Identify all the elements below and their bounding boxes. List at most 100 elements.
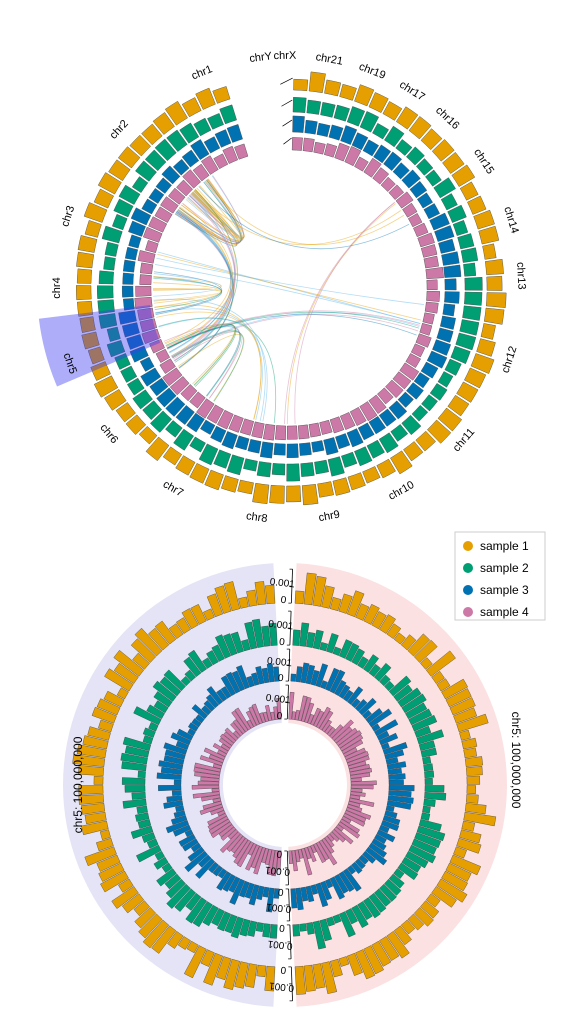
- circos-bar: [214, 129, 232, 148]
- circos-bar: [349, 406, 367, 426]
- circos-bar: [200, 155, 219, 175]
- circos-link: [164, 206, 232, 344]
- zoom-bar: [326, 633, 339, 654]
- zoom-bar: [265, 584, 276, 605]
- zoom-bar: [339, 818, 360, 834]
- zoom-bar: [384, 810, 398, 819]
- zoom-bar: [386, 800, 412, 810]
- circos-bar: [447, 394, 470, 417]
- zoom-bar: [319, 918, 332, 942]
- zoom-bar: [335, 824, 344, 832]
- zoom-bar: [261, 847, 269, 864]
- circos-bar: [262, 423, 276, 441]
- circos-bar: [334, 142, 350, 162]
- zoom-bar: [337, 730, 362, 749]
- zoom-bar: [273, 888, 280, 899]
- circos-bar: [308, 422, 322, 438]
- circos-bar: [395, 106, 419, 130]
- zoom-bar: [84, 846, 117, 866]
- zoom-bar: [195, 714, 205, 724]
- zoom-bar: [200, 949, 215, 967]
- zoom-bar: [247, 920, 258, 937]
- chromosome-label: chr13: [514, 262, 527, 290]
- zoom-bar: [197, 780, 220, 786]
- circos-bar: [383, 151, 402, 171]
- circos-bar: [380, 176, 396, 192]
- zoom-bar: [423, 763, 434, 772]
- zoom-bar: [166, 883, 191, 909]
- circos-bar: [436, 327, 454, 343]
- circos-bar: [125, 414, 147, 435]
- tick-label-top: 0.001: [265, 693, 291, 707]
- circos-bar: [423, 203, 440, 220]
- zoom-bar: [231, 670, 245, 692]
- circos-bar: [452, 220, 469, 236]
- zoom-bar: [195, 858, 216, 879]
- zoom-bar: [234, 961, 249, 989]
- circos-bar: [239, 418, 254, 436]
- zoom-bar: [121, 777, 146, 785]
- zoom-bar: [331, 829, 346, 843]
- circos-bar: [447, 204, 467, 223]
- zoom-bar: [233, 839, 252, 865]
- zoom-bar: [351, 648, 365, 666]
- zoom-bar: [355, 949, 376, 980]
- circos-link: [194, 190, 401, 246]
- legend-marker: [463, 585, 473, 595]
- circos-bar: [106, 340, 126, 358]
- zoom-bar: [393, 925, 412, 946]
- circos-bar: [373, 144, 392, 164]
- circos-bar: [259, 441, 274, 459]
- zoom-bar: [376, 730, 390, 741]
- zoom-bar: [187, 728, 196, 737]
- zoom-bar: [248, 884, 260, 906]
- circos-bar: [213, 449, 232, 469]
- zoom-bar: [465, 794, 479, 804]
- circos-bar: [273, 443, 286, 456]
- zoom-bar: [165, 878, 186, 899]
- circos-bar: [247, 438, 262, 454]
- circos-link: [284, 202, 395, 424]
- zoom-bar: [346, 755, 370, 766]
- zoom-bar: [100, 870, 129, 893]
- zoom-bar: [295, 666, 303, 683]
- zoom-bar: [152, 680, 177, 702]
- zoom-bar: [350, 784, 374, 790]
- zoom-bar: [121, 761, 147, 772]
- zoom-bar: [207, 813, 227, 826]
- circos-bar: [362, 139, 379, 157]
- circos-bar: [127, 377, 145, 396]
- zoom-bar: [405, 850, 429, 869]
- zoom-bar: [211, 908, 225, 926]
- zoom-bar: [351, 698, 361, 709]
- legend-item: sample 1: [463, 539, 529, 553]
- circos-bar: [198, 443, 219, 466]
- zoom-bar: [255, 922, 264, 933]
- circos-bar: [195, 87, 216, 110]
- zoom-bar: [163, 755, 185, 765]
- circos-bar: [139, 262, 154, 275]
- zoom-bar: [312, 576, 327, 607]
- zoom-bar: [175, 740, 190, 751]
- legend-item: sample 2: [463, 561, 529, 575]
- circos-bar: [235, 435, 250, 451]
- circos-bar: [181, 97, 202, 118]
- tick-label-zero: 0: [277, 886, 284, 898]
- zoom-bar: [227, 829, 239, 840]
- circos-bar: [93, 375, 119, 398]
- circos-link: [174, 191, 237, 247]
- zoom-bar: [315, 882, 329, 908]
- zoom-bar: [250, 845, 263, 869]
- zoom-bar: [329, 724, 344, 739]
- zoom-bar: [418, 819, 442, 832]
- zoom-bar: [153, 700, 169, 714]
- zoom-bar: [200, 776, 220, 782]
- circos-bar: [81, 331, 100, 350]
- circos-link: [171, 212, 232, 358]
- zoom-bar: [388, 675, 412, 697]
- circos-bar: [457, 233, 475, 250]
- zoom-bar: [251, 703, 263, 725]
- zoom-bar: [320, 880, 333, 901]
- zoom-bar: [187, 649, 207, 673]
- circos-bar: [103, 256, 116, 271]
